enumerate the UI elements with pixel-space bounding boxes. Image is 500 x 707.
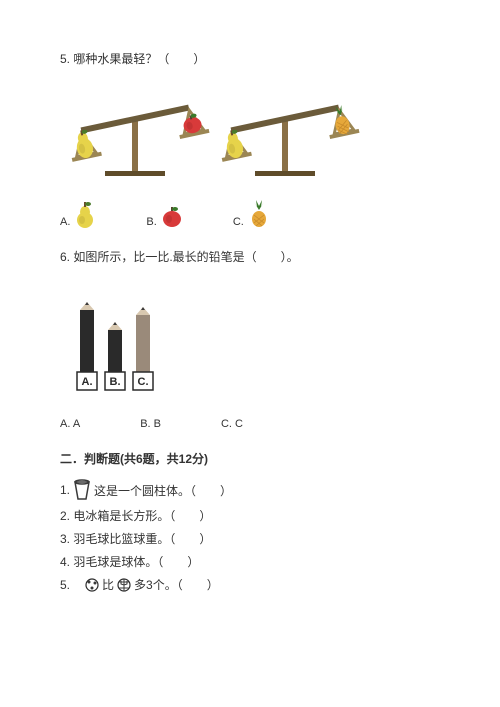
q6-text: 6. 如图所示，比一比.最长的铅笔是（ ）。 — [60, 248, 440, 265]
q5-options: A. B. C. — [60, 200, 440, 228]
tf-item-2: 2. 电冰箱是长方形。（ ） — [60, 507, 440, 524]
cup-icon — [72, 479, 92, 501]
question-5: 5. 哪种水果最轻？（ ） — [60, 50, 440, 228]
question-6: 6. 如图所示，比一比.最长的铅笔是（ ）。 A. B. C. A. A B. B … — [60, 248, 440, 430]
svg-text:A.: A. — [82, 376, 93, 388]
q6-option-c[interactable]: C. C — [221, 418, 243, 430]
tf-item-1: 1. 这是一个圆柱体。（ ） — [60, 479, 440, 501]
tf5-post: 多3个。（ ） — [134, 576, 219, 593]
pear-icon — [74, 200, 96, 228]
q5-opt-b-label: B. — [146, 216, 156, 228]
pineapple-icon — [248, 200, 270, 228]
q5-opt-a-label: A. — [60, 216, 70, 228]
q5-option-a[interactable]: A. — [60, 200, 96, 228]
tf5-pre: 5. — [60, 576, 82, 593]
q5-opt-c-label: C. — [233, 216, 244, 228]
tf-item-5: 5. 比 多3个。（ ） — [60, 576, 440, 593]
q5-text: 5. 哪种水果最轻？（ ） — [60, 50, 440, 67]
q6-option-a[interactable]: A. A — [60, 418, 80, 430]
q5-option-b[interactable]: B. — [146, 206, 182, 228]
q5-figure — [60, 79, 440, 182]
tf1-post: 这是一个圆柱体。（ ） — [94, 482, 232, 499]
q6-option-b[interactable]: B. B — [140, 418, 161, 430]
q6-figure: A. B. C. — [60, 277, 440, 400]
svg-text:C.: C. — [138, 376, 149, 388]
svg-text:B.: B. — [110, 376, 121, 388]
tf-item-3: 3. 羽毛球比篮球重。（ ） — [60, 530, 440, 547]
tf5-mid: 比 — [102, 576, 114, 593]
tf-item-4: 4. 羽毛球是球体。（ ） — [60, 553, 440, 570]
q5-option-c[interactable]: C. — [233, 200, 270, 228]
q6-options: A. A B. B C. C — [60, 418, 440, 430]
apple-icon — [161, 206, 183, 228]
tf1-pre: 1. — [60, 483, 70, 497]
section-2-head: 二．判断题(共6题，共12分) — [60, 450, 440, 467]
ball2-icon — [116, 577, 132, 593]
ball1-icon — [84, 577, 100, 593]
